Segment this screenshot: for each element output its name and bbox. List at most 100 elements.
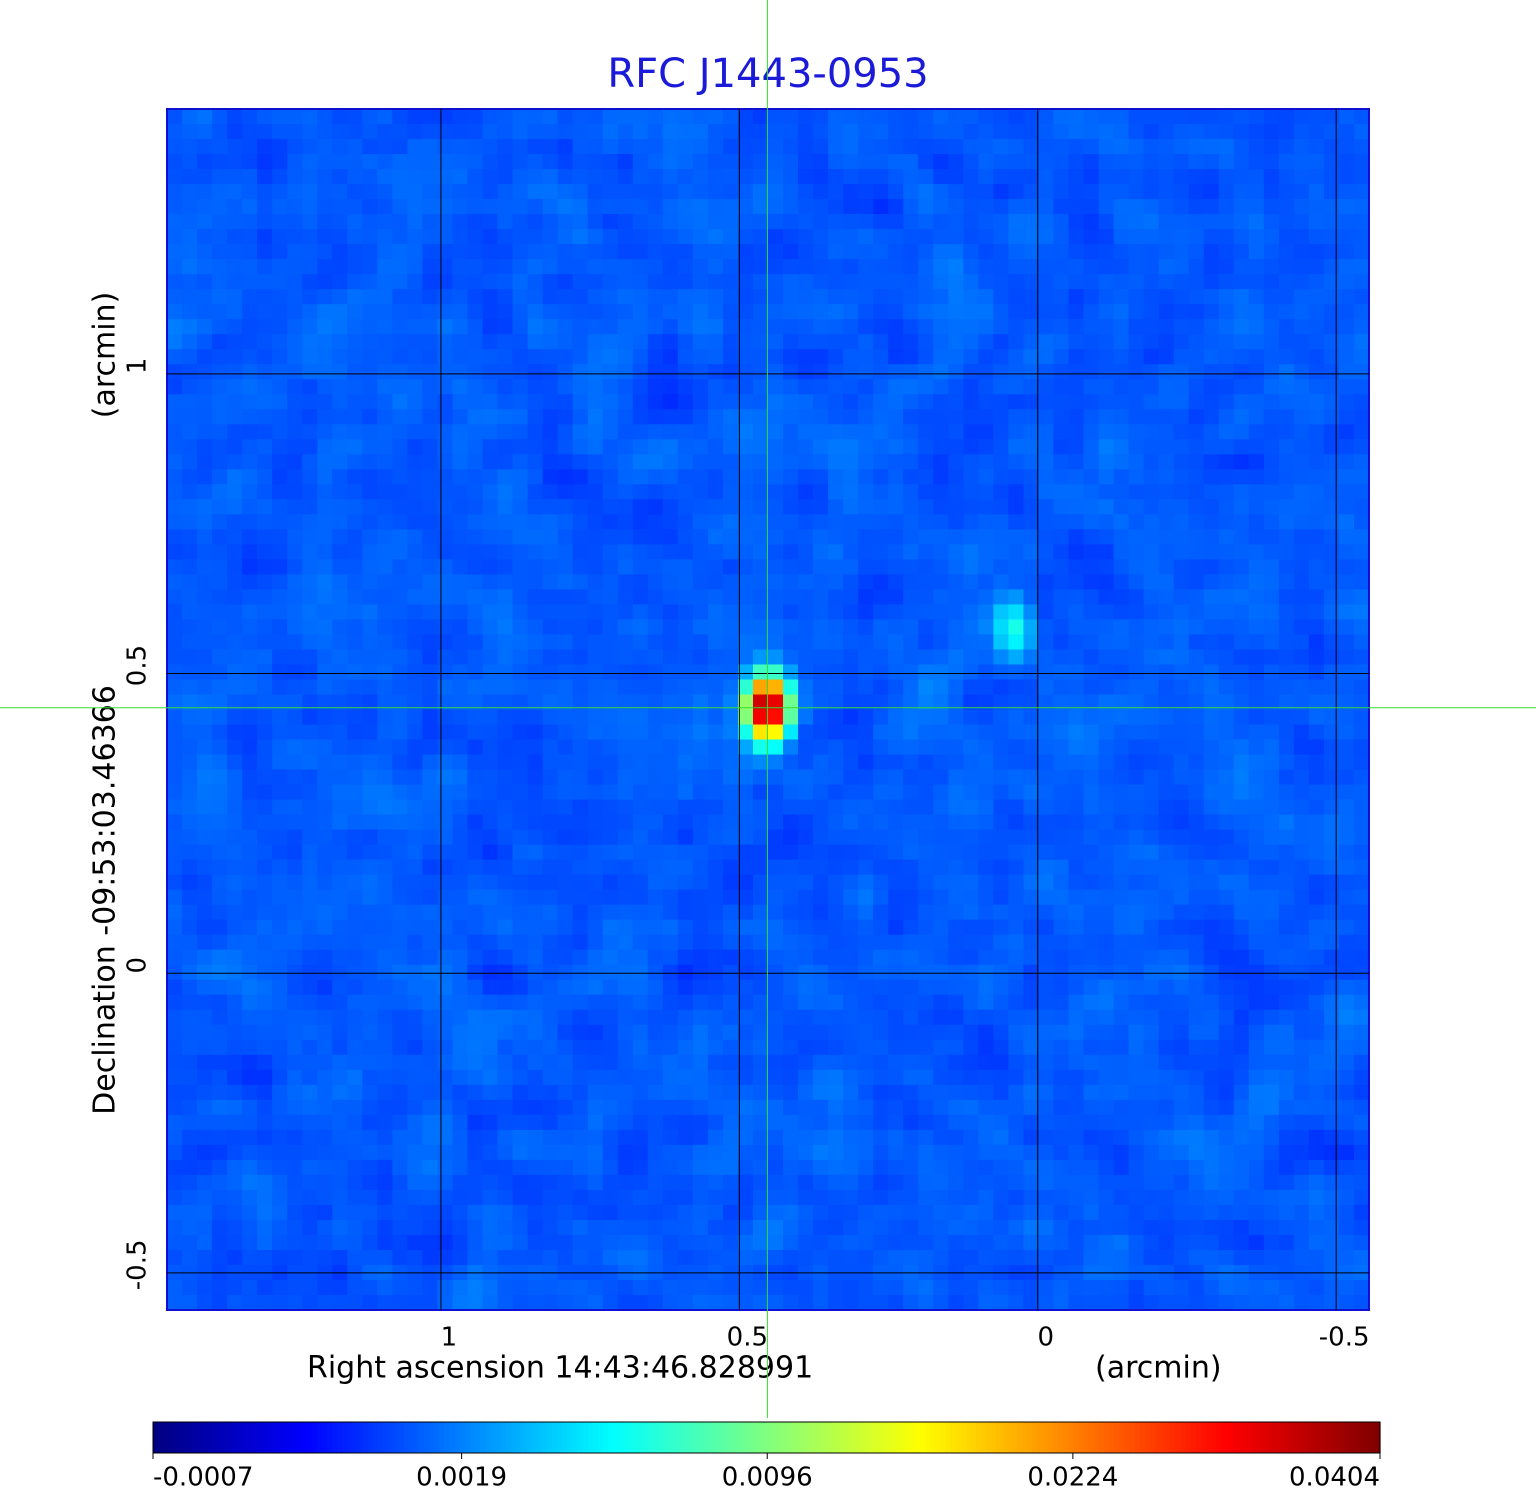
image-pixel [1128,574,1145,590]
image-pixel [257,604,273,621]
image-pixel [497,844,514,861]
image-pixel [392,304,409,320]
image-pixel [1338,799,1355,816]
image-pixel [497,739,514,756]
image-pixel [1038,394,1055,410]
image-pixel [1323,934,1340,951]
image-pixel [377,904,393,921]
image-pixel [617,109,634,125]
image-pixel [1203,589,1220,606]
image-pixel [1113,439,1130,455]
image-pixel [347,289,363,305]
image-pixel [1128,604,1145,621]
image-pixel [497,289,514,305]
image-pixel [182,949,198,966]
image-pixel [407,799,424,816]
image-pixel [662,469,679,485]
image-pixel [182,814,198,831]
image-pixel [903,229,919,245]
image-pixel [1293,199,1310,215]
image-pixel [1158,484,1175,500]
image-pixel [647,979,664,996]
image-pixel [617,1024,634,1041]
image-pixel [1023,754,1040,771]
image-pixel [1023,709,1040,726]
image-pixel [377,709,393,726]
image-pixel [1218,364,1235,380]
image-pixel [978,979,994,996]
image-pixel [752,424,769,440]
image-pixel [572,109,589,125]
image-pixel [858,574,874,590]
image-pixel [1293,769,1310,786]
image-pixel [317,724,333,741]
image-pixel [1233,799,1250,816]
image-pixel [1263,664,1280,681]
image-pixel [1008,979,1025,996]
image-pixel [287,994,303,1011]
image-pixel [197,469,213,485]
image-pixel [798,664,814,681]
image-pixel [1008,754,1025,771]
image-pixel [1233,409,1250,425]
image-pixel [287,304,303,320]
image-pixel [1233,124,1250,140]
image-pixel [1308,274,1325,290]
image-pixel [167,364,183,380]
image-pixel [858,679,874,696]
image-pixel [542,484,559,500]
image-pixel [227,754,243,771]
image-pixel [873,859,889,876]
image-pixel [1353,469,1370,485]
image-pixel [858,664,874,681]
image-pixel [692,799,709,816]
image-pixel [512,829,529,846]
image-pixel [1308,874,1325,891]
image-pixel [467,829,484,846]
image-pixel [1293,364,1310,380]
image-pixel [888,799,904,816]
image-pixel [197,289,213,305]
image-pixel [1038,139,1055,155]
image-pixel [1323,574,1340,590]
image-pixel [737,574,754,590]
image-pixel [602,259,619,275]
image-pixel [1293,874,1310,891]
image-pixel [1068,874,1085,891]
image-pixel [227,124,243,140]
image-pixel [347,859,363,876]
image-pixel [617,124,634,140]
image-pixel [828,814,844,831]
image-pixel [407,409,424,425]
image-pixel [918,769,934,786]
image-pixel [978,544,994,560]
image-pixel [437,949,454,966]
image-pixel [1038,649,1055,666]
image-pixel [302,484,318,500]
image-pixel [707,244,724,260]
image-pixel [933,709,949,726]
image-pixel [752,829,769,846]
image-pixel [1173,1024,1190,1041]
image-pixel [287,199,303,215]
image-pixel [1338,1024,1355,1041]
image-pixel [933,319,949,335]
image-pixel [1098,364,1115,380]
image-pixel [1323,619,1340,636]
image-pixel [467,199,484,215]
image-pixel [828,244,844,260]
image-pixel [888,619,904,636]
image-pixel [647,184,664,200]
image-pixel [888,334,904,350]
image-pixel [873,604,889,621]
image-pixel [332,424,348,440]
image-pixel [647,799,664,816]
image-pixel [963,334,979,350]
image-pixel [182,394,198,410]
image-pixel [1218,394,1235,410]
image-pixel [1008,409,1025,425]
image-pixel [858,994,874,1011]
image-pixel [347,499,363,515]
image-pixel [1113,289,1130,305]
image-pixel [347,769,363,786]
